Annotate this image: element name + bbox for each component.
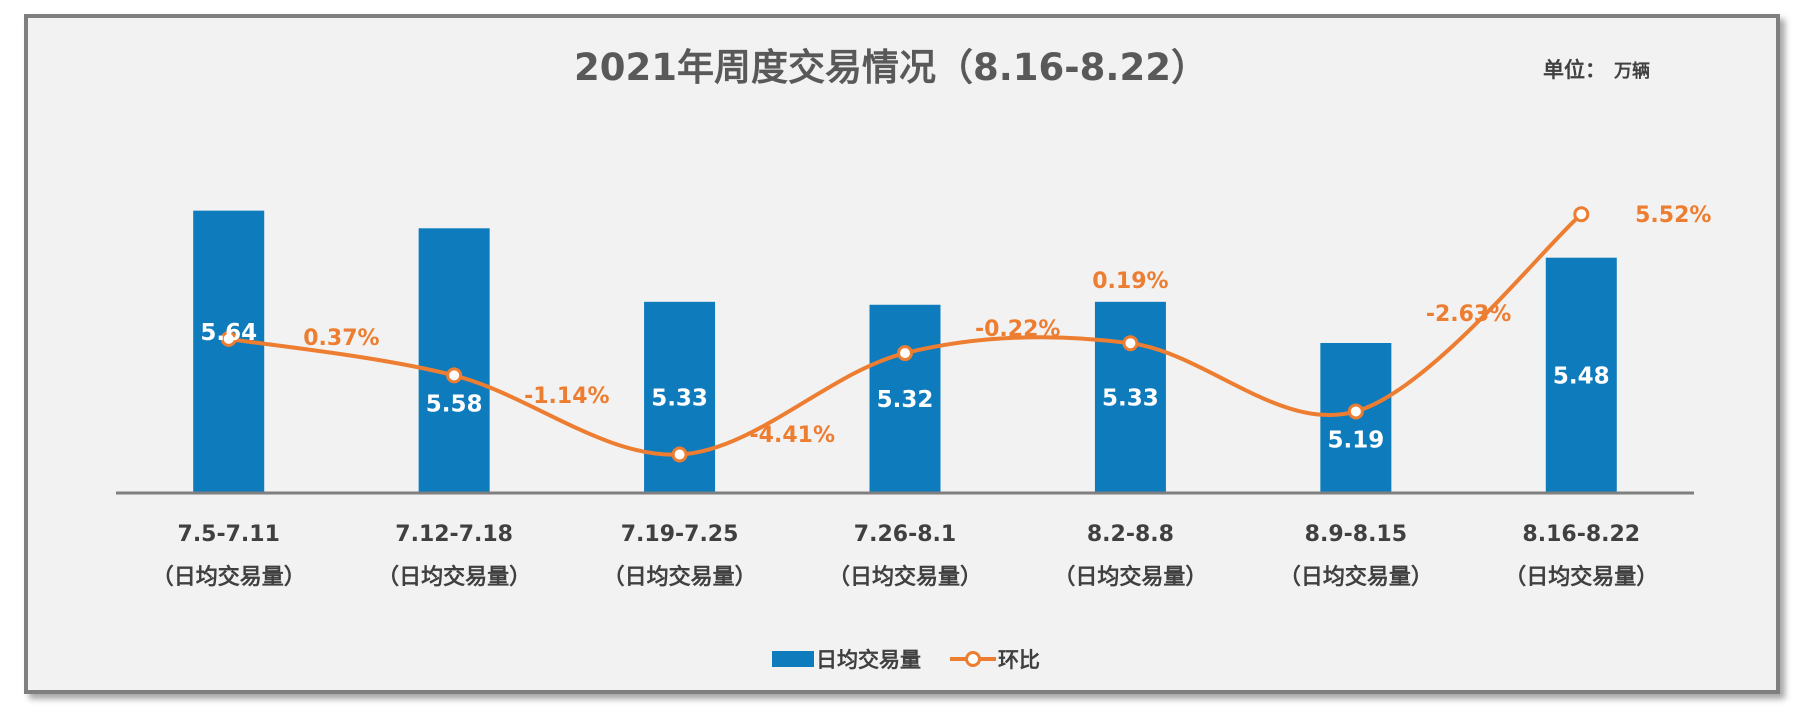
x-tick-sublabel-6: （日均交易量） xyxy=(1279,564,1433,590)
bar-2 xyxy=(418,228,490,493)
chart-title: 2021年周度交易情况（8.16-8.22） xyxy=(574,46,1208,89)
line-point-4 xyxy=(897,345,913,362)
line-point-3 xyxy=(671,446,688,463)
x-tick-label-3: 7.19-7.25 xyxy=(621,522,739,547)
legend-line-marker xyxy=(965,651,981,667)
bar-value-label-6: 5.19 xyxy=(1327,427,1384,453)
pct-label-7: 5.52% xyxy=(1635,203,1711,228)
x-tick-label-1: 7.5-7.11 xyxy=(178,522,280,547)
bar-5 xyxy=(1094,301,1166,493)
line-point-2 xyxy=(446,367,463,384)
x-tick-label-2: 7.12-7.18 xyxy=(395,522,513,547)
x-tick-sublabel-4: （日均交易量） xyxy=(828,564,982,590)
unit-value: 万辆 xyxy=(1613,60,1650,82)
x-tick-label-7: 8.16-8.22 xyxy=(1522,522,1640,547)
bar-value-label-1: 5.64 xyxy=(200,320,257,346)
x-tick-sublabel-2: （日均交易量） xyxy=(377,564,531,590)
legend-bar-label: 日均交易量 xyxy=(816,648,921,672)
x-tick-sublabel-5: （日均交易量） xyxy=(1053,564,1207,590)
x-tick-label-4: 7.26-8.1 xyxy=(854,522,956,547)
pct-label-6: -2.63% xyxy=(1426,302,1511,327)
line-point-5 xyxy=(1122,335,1139,352)
x-tick-label-6: 8.9-8.15 xyxy=(1305,522,1407,547)
legend-line-label: 环比 xyxy=(998,648,1040,672)
bar-value-label-3: 5.33 xyxy=(651,385,708,411)
bar-value-label-7: 5.48 xyxy=(1553,363,1610,389)
pct-label-4: -0.22% xyxy=(975,317,1060,342)
x-tick-sublabel-1: （日均交易量） xyxy=(152,564,306,590)
pct-label-3: -4.41% xyxy=(750,423,835,448)
legend-bar-swatch xyxy=(772,651,814,667)
pct-label-1: 0.37% xyxy=(303,326,379,351)
legend: 日均交易量 环比 xyxy=(772,648,1040,672)
bar-4 xyxy=(869,304,941,493)
unit-label: 单位： xyxy=(1543,58,1606,82)
bar-value-label-5: 5.33 xyxy=(1102,385,1159,411)
pct-label-5: 0.19% xyxy=(1092,269,1168,294)
x-tick-sublabel-3: （日均交易量） xyxy=(603,564,757,590)
x-tick-sublabel-7: （日均交易量） xyxy=(1504,564,1658,590)
line-point-1 xyxy=(220,330,237,347)
bar-value-label-2: 5.58 xyxy=(426,391,483,417)
x-tick-label-5: 8.2-8.8 xyxy=(1087,522,1174,547)
line-point-6 xyxy=(1347,403,1364,420)
bar-value-label-4: 5.32 xyxy=(877,387,934,413)
pct-label-2: -1.14% xyxy=(524,384,609,409)
bar-1 xyxy=(193,210,265,493)
bar-7 xyxy=(1545,257,1617,493)
line-point-7 xyxy=(1573,206,1590,223)
